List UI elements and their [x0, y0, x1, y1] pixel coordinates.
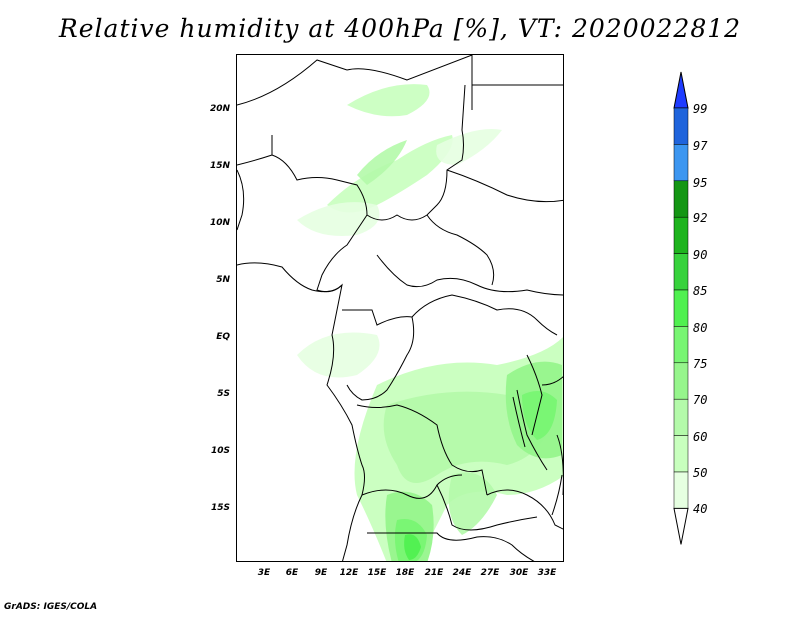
humidity-field: [347, 84, 430, 117]
colorbar-band: [673, 326, 689, 364]
colorbar-label: 99: [693, 102, 708, 116]
colorbar-band: [673, 289, 689, 327]
border-line: [526, 354, 563, 436]
colorbar-band: [673, 216, 689, 254]
colorbar-bottom-arrow: [673, 507, 689, 545]
border-line: [237, 55, 563, 110]
humidity-field: [522, 391, 557, 440]
colorbar-label: 85: [693, 284, 708, 298]
colorbar-label: 97: [693, 139, 708, 153]
border-line: [356, 404, 488, 496]
colorbar-label: 70: [693, 393, 708, 407]
colorbar-band: [673, 435, 689, 473]
border-line: [411, 294, 558, 336]
lon-tick-label: 12E: [339, 568, 359, 578]
border-line: [426, 169, 563, 286]
lat-tick-label: 5S: [217, 389, 230, 399]
humidity-map: [237, 55, 563, 561]
coastline: [237, 169, 365, 561]
colorbar-band: [673, 107, 689, 145]
colorbar-top-arrow: [673, 71, 689, 109]
humidity-field: [297, 332, 380, 378]
humidity-field: [404, 534, 421, 560]
border-line: [376, 254, 563, 296]
humidity-field: [297, 202, 380, 236]
border-line: [342, 309, 415, 401]
colorbar-band: [673, 144, 689, 182]
country-borders: [237, 55, 563, 561]
lat-tick-label: 15N: [209, 161, 230, 171]
humidity-field: [357, 140, 407, 185]
colorbar-band: [673, 253, 689, 291]
colorbar-label: 60: [693, 430, 708, 444]
lon-tick-label: 24E: [452, 568, 472, 578]
colorbar-band: [673, 471, 689, 509]
lon-tick-label: 15E: [367, 568, 387, 578]
colorbar-label: 90: [693, 248, 708, 262]
lon-tick-label: 18E: [395, 568, 415, 578]
colorbar-label: 92: [693, 211, 708, 225]
colorbar-label: 95: [693, 176, 708, 190]
lon-tick-label: 9E: [314, 568, 328, 578]
lake-outline: [551, 434, 563, 516]
lat-tick-label: 5N: [216, 275, 230, 285]
colorbar: [673, 71, 689, 545]
border-line: [361, 474, 563, 530]
colorbar-band: [673, 180, 689, 218]
lon-tick-label: 3E: [257, 568, 271, 578]
border-line: [436, 484, 538, 531]
map-title: Relative humidity at 400hPa [%], VT: 202…: [58, 14, 742, 43]
lake-outline: [512, 389, 548, 471]
lon-tick-label: 27E: [480, 568, 500, 578]
colorbar-label: 40: [693, 502, 708, 516]
humidity-shading: [297, 84, 563, 561]
map-panel: [236, 54, 564, 562]
lat-tick-label: 20N: [209, 104, 230, 114]
lat-tick-label: EQ: [216, 332, 230, 342]
lon-tick-label: 6E: [285, 568, 299, 578]
lon-tick-label: 33E: [537, 568, 557, 578]
border-line: [367, 532, 535, 561]
lon-tick-label: 21E: [424, 568, 444, 578]
colorbar-label: 75: [693, 357, 708, 371]
credit-text: GrADS: IGES/COLA: [4, 602, 98, 612]
colorbar-label: 80: [693, 321, 708, 335]
lat-tick-label: 15S: [210, 503, 230, 513]
lon-tick-label: 30E: [509, 568, 529, 578]
colorbar-band: [673, 362, 689, 400]
lat-tick-label: 10S: [210, 446, 230, 456]
humidity-field: [448, 472, 497, 535]
lat-tick-label: 10N: [209, 218, 230, 228]
colorbar-band: [673, 398, 689, 436]
colorbar-label: 50: [693, 466, 708, 480]
border-line: [316, 214, 368, 293]
humidity-field: [436, 129, 502, 165]
humidity-field: [327, 135, 453, 213]
